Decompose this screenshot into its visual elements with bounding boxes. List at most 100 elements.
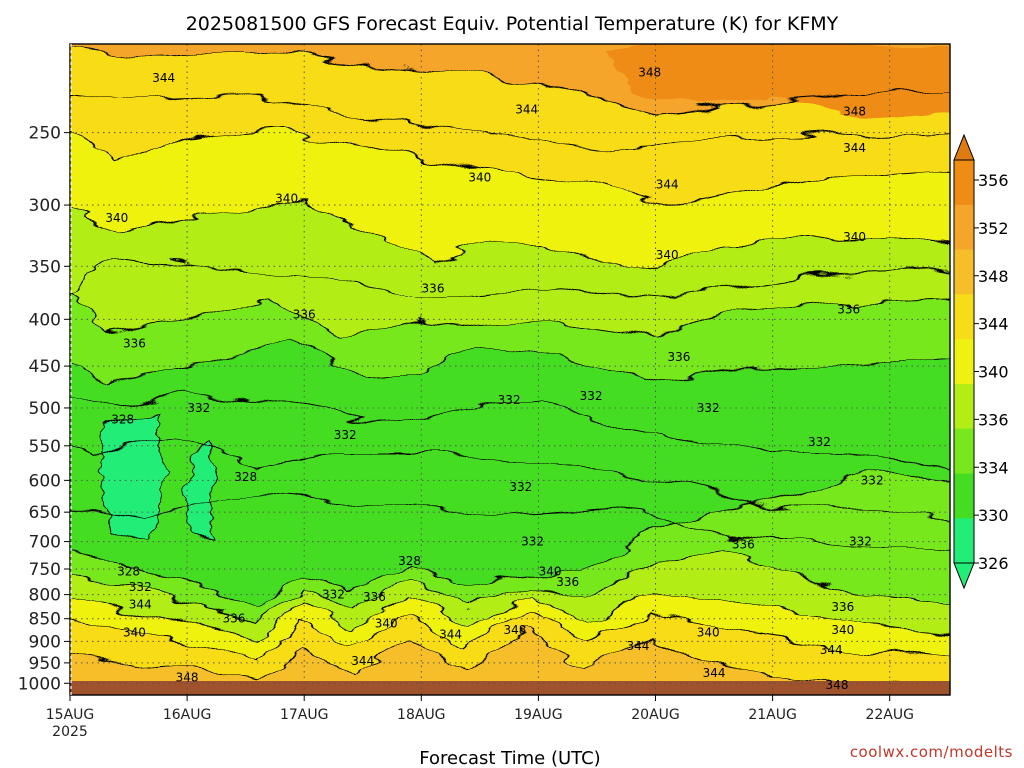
colorbar-tick-label: 340 — [978, 363, 1009, 382]
colorbar-min-arrow — [953, 562, 975, 590]
contour-label: 344 — [515, 103, 538, 117]
x-axis-label: Forecast Time (UTC) — [419, 748, 600, 768]
contour-label: 328 — [117, 565, 140, 579]
field-band-334 — [70, 290, 950, 384]
contour-label: 344 — [820, 643, 843, 657]
x-tick-label: 15AUG — [46, 707, 95, 723]
x-tick-label: 17AUG — [280, 707, 329, 723]
x-tick-sublabel: 2025 — [52, 724, 88, 740]
colorbar-tick-label: 326 — [978, 554, 1009, 573]
contour-label: 340 — [375, 616, 398, 630]
y-tick-label: 800 — [29, 586, 61, 606]
contour-label: 340 — [468, 171, 491, 185]
contour-label: 336 — [831, 600, 854, 614]
colorbar-segment — [954, 518, 974, 564]
field-core-low-a — [99, 411, 164, 542]
contour-label: 344 — [656, 178, 679, 192]
colorbar-segment — [954, 249, 974, 295]
contour-label: 344 — [439, 628, 462, 642]
x-tick-label: 22AUG — [865, 707, 914, 723]
y-tick-label: 850 — [29, 610, 61, 630]
colorbar-segment — [954, 160, 974, 206]
y-tick-label: 650 — [29, 503, 61, 523]
y-tick-label: 250 — [29, 124, 61, 144]
field-band-low-334 — [70, 473, 950, 624]
x-tick-label: 21AUG — [748, 707, 797, 723]
contour-label: 340 — [539, 565, 562, 579]
contour-line — [70, 437, 950, 519]
contour-label: 344 — [129, 597, 152, 611]
contour-label: 332 — [498, 393, 521, 407]
contour-label: 344 — [351, 654, 374, 668]
colorbar-frame — [953, 159, 975, 564]
contour-label: 336 — [422, 281, 445, 295]
surface-ground — [70, 681, 950, 695]
contour-label: 340 — [697, 625, 720, 639]
y-axis-ticks: 2503003504004505005506006507007508008509… — [18, 124, 70, 694]
contour-label: 344 — [703, 666, 726, 680]
contour-label: 336 — [732, 537, 755, 551]
contour-label: 332 — [187, 401, 210, 415]
contour-line — [70, 91, 950, 149]
contour-label: 340 — [275, 191, 298, 205]
y-tick-label: 300 — [29, 196, 61, 216]
contour-label: 340 — [843, 230, 866, 244]
contour-line — [70, 492, 950, 553]
contour-label: 340 — [656, 248, 679, 262]
colorbar-segment — [954, 204, 974, 251]
contour-label: 336 — [556, 575, 579, 589]
contour-label: 344 — [626, 639, 649, 653]
contour-label: 332 — [861, 473, 884, 487]
contour-label: 340 — [105, 211, 128, 225]
colorbar-segment — [954, 383, 974, 430]
contour-label: 336 — [667, 350, 690, 364]
contour-label: 348 — [176, 670, 199, 684]
plot-frame — [69, 43, 951, 696]
contour-label: 348 — [826, 678, 849, 692]
x-tick-label: 16AUG — [163, 707, 212, 723]
y-tick-label: 700 — [29, 533, 61, 553]
y-tick-label: 900 — [29, 632, 61, 652]
contour-line — [70, 473, 950, 610]
colorbar-segment — [954, 473, 974, 519]
x-tick-label: 18AUG — [397, 707, 446, 723]
contour-label: 340 — [123, 625, 146, 639]
contour-line — [70, 125, 950, 206]
contour-label: 336 — [363, 590, 386, 604]
contour-line — [70, 289, 950, 340]
field-band-340 — [70, 125, 950, 267]
contour-label: 336 — [123, 336, 146, 350]
y-tick-label: 400 — [29, 310, 61, 330]
contour-line — [70, 391, 950, 467]
y-tick-label: 550 — [29, 437, 61, 457]
colorbar-tick-label: 334 — [978, 458, 1009, 477]
chart-title: 2025081500 GFS Forecast Equiv. Potential… — [186, 13, 839, 35]
y-tick-label: 750 — [29, 560, 61, 580]
contour-label: 336 — [293, 307, 316, 321]
contour-label: 344 — [152, 71, 175, 85]
contour-label: 328 — [398, 554, 421, 568]
contour-lines — [70, 45, 950, 686]
colorbar-tick-label: 352 — [978, 219, 1009, 238]
contour-label: 332 — [849, 535, 872, 549]
contour-label: 332 — [697, 401, 720, 415]
colorbar-tick-label: 330 — [978, 506, 1009, 525]
field-band-low-350 — [70, 632, 950, 695]
contour-line — [70, 254, 950, 300]
contour-line — [70, 45, 950, 117]
contour-label: 332 — [808, 435, 831, 449]
field-band-344 — [70, 45, 950, 206]
colorbar-segment — [954, 428, 974, 474]
theta-e-field — [70, 44, 950, 695]
contour-label: 344 — [843, 141, 866, 155]
contour-label: 332 — [580, 389, 603, 403]
contour-line — [70, 589, 950, 642]
grid — [70, 44, 950, 695]
x-tick-label: 19AUG — [514, 707, 563, 723]
contour-line — [70, 204, 950, 267]
field-core-low-b — [187, 442, 217, 542]
y-tick-label: 600 — [29, 471, 61, 491]
plot-area — [70, 44, 950, 695]
